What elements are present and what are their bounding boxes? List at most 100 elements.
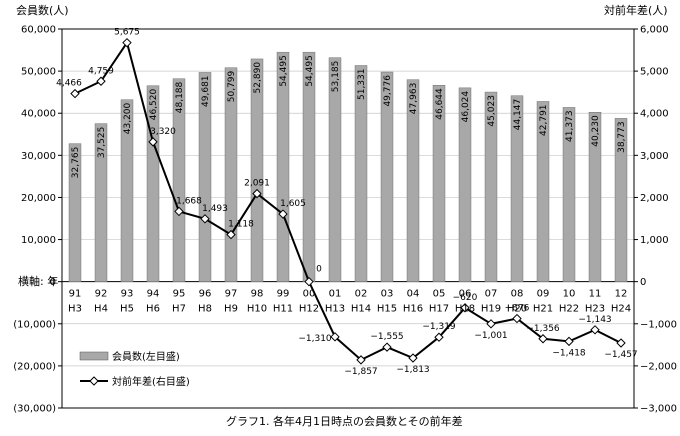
x-tick-label-year: 10 <box>563 289 576 300</box>
bar <box>328 57 342 282</box>
bar <box>588 112 602 282</box>
legend: 会員数(左目盛) 対前年差(右目盛) <box>79 350 190 388</box>
line-marker <box>148 137 158 147</box>
bar <box>510 95 524 282</box>
bar <box>562 107 576 282</box>
right-tick-label: 0 <box>640 277 646 288</box>
line-marker <box>96 76 106 86</box>
x-tick-label-year: 02 <box>355 289 368 300</box>
left-axis-title: 会員数(人) <box>16 4 69 17</box>
bar-series <box>68 51 628 282</box>
x-tick-label-era: H13 <box>325 304 345 315</box>
line-value-label: 3,320 <box>150 127 176 137</box>
bar-value-label: 49,681 <box>201 75 211 107</box>
x-tick-label-year: 06 <box>459 289 472 300</box>
line-value-label: 5,675 <box>114 28 140 38</box>
bar-value-labels: 32,765 37,525 43,200 46,520 48,188 49,681 50,7… <box>71 55 627 178</box>
bar-value-label: 37,525 <box>97 127 107 158</box>
bar <box>224 67 238 282</box>
x-tick-label-era: H15 <box>377 304 397 315</box>
line-marker <box>252 188 262 199</box>
line-value-label: −620 <box>453 293 478 303</box>
line-value-label: −1,356 <box>526 324 560 334</box>
line-value-label: −1,457 <box>604 350 637 360</box>
x-tick-label-year: 05 <box>433 289 446 300</box>
bar-value-label: 49,776 <box>383 75 393 107</box>
bar-value-label: 54,495 <box>279 55 289 87</box>
legend-bar-swatch <box>79 351 109 361</box>
bar <box>146 85 160 282</box>
line-marker <box>70 88 80 99</box>
x-tick-label-year: 99 <box>277 289 290 300</box>
x-tick-label-year: 97 <box>225 289 238 300</box>
x-tick-label-era: H23 <box>585 304 605 315</box>
x-axis-title: 横軸: 年 <box>18 274 58 288</box>
bar-value-label: 40,230 <box>591 115 601 147</box>
bar <box>484 91 498 282</box>
bar <box>94 123 108 282</box>
right-axis-title: 対前年差(人) <box>604 3 668 17</box>
bar-value-label: 38,773 <box>617 121 627 152</box>
x-tick-label-year: 96 <box>199 289 212 300</box>
line-marker <box>200 214 210 224</box>
line-path <box>74 40 622 362</box>
bar-value-label: 50,799 <box>227 70 237 102</box>
x-tick-label-year: 11 <box>589 289 602 300</box>
x-tick-label-year: 01 <box>329 289 342 300</box>
x-tick-label-year: 92 <box>95 289 108 300</box>
line-value-label: 2,091 <box>244 179 270 189</box>
bar <box>276 51 290 282</box>
x-tick-label-era: H7 <box>172 304 186 315</box>
line-marker <box>486 319 496 329</box>
x-tick-label-era: H11 <box>273 304 293 315</box>
bar-value-label: 46,644 <box>435 88 445 120</box>
line-value-label: −1,143 <box>578 315 611 325</box>
line-value-label: 0 <box>316 265 322 275</box>
x-tick-label-year: 93 <box>121 289 134 300</box>
x-tick-label-era: H21 <box>533 304 553 315</box>
left-tick-label: 0 <box>50 277 56 288</box>
legend-bar-label: 会員数(左目盛) <box>112 350 180 363</box>
bar-value-label: 46,024 <box>461 91 471 123</box>
bar <box>406 79 420 282</box>
line-marker <box>304 276 314 287</box>
left-tick-label: (10,000) <box>13 319 56 330</box>
bar-value-label: 43,200 <box>123 102 133 134</box>
line-value-label: −1,418 <box>552 348 586 358</box>
bar <box>120 99 134 282</box>
line-marker <box>226 229 236 240</box>
line-value-label: −1,310 <box>298 334 332 344</box>
right-tick-label: 1,000 <box>640 235 669 246</box>
bar-value-label: 51,331 <box>357 69 367 101</box>
line-marker <box>174 206 184 217</box>
bar <box>198 72 212 282</box>
plot-border <box>61 28 635 409</box>
x-tick-label-era: H16 <box>403 304 423 315</box>
bar-value-label: 44,147 <box>513 99 523 131</box>
line-value-label: 4,759 <box>88 66 114 76</box>
line-series <box>70 37 626 365</box>
line-marker <box>564 336 574 347</box>
bar-value-label: 48,188 <box>175 81 185 113</box>
bar <box>250 58 264 282</box>
x-tick-label-year: 91 <box>69 289 82 300</box>
right-tick-label: 2,000 <box>640 193 669 204</box>
x-tick-label-era: H17 <box>429 304 449 315</box>
x-tick-label-era: H14 <box>351 304 371 315</box>
right-tick-label: 5,000 <box>640 67 669 78</box>
bar <box>172 78 186 282</box>
x-tick-label-era: H24 <box>611 304 631 315</box>
legend-line-marker <box>89 376 99 386</box>
line-value-label: −1,555 <box>370 332 403 342</box>
left-tick-label: 20,000 <box>21 193 56 204</box>
bar-value-label: 46,520 <box>149 89 159 121</box>
line-value-label: 1,605 <box>280 199 306 209</box>
x-tick-label-year: 03 <box>381 289 394 300</box>
bar <box>354 65 368 282</box>
x-tick-label-era: H4 <box>94 304 108 315</box>
line-marker <box>538 334 548 344</box>
bar <box>536 101 550 282</box>
x-tick-label-year: 00 <box>303 289 316 300</box>
line-marker <box>434 332 444 342</box>
